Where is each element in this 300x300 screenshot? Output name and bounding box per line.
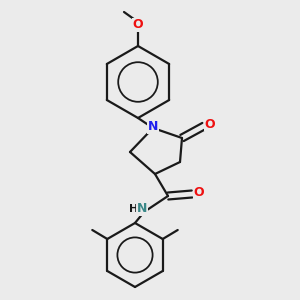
Text: O: O — [194, 187, 204, 200]
Text: O: O — [205, 118, 215, 130]
Text: N: N — [137, 202, 147, 215]
Text: N: N — [148, 121, 158, 134]
Text: H: H — [129, 204, 139, 214]
Text: O: O — [133, 19, 143, 32]
